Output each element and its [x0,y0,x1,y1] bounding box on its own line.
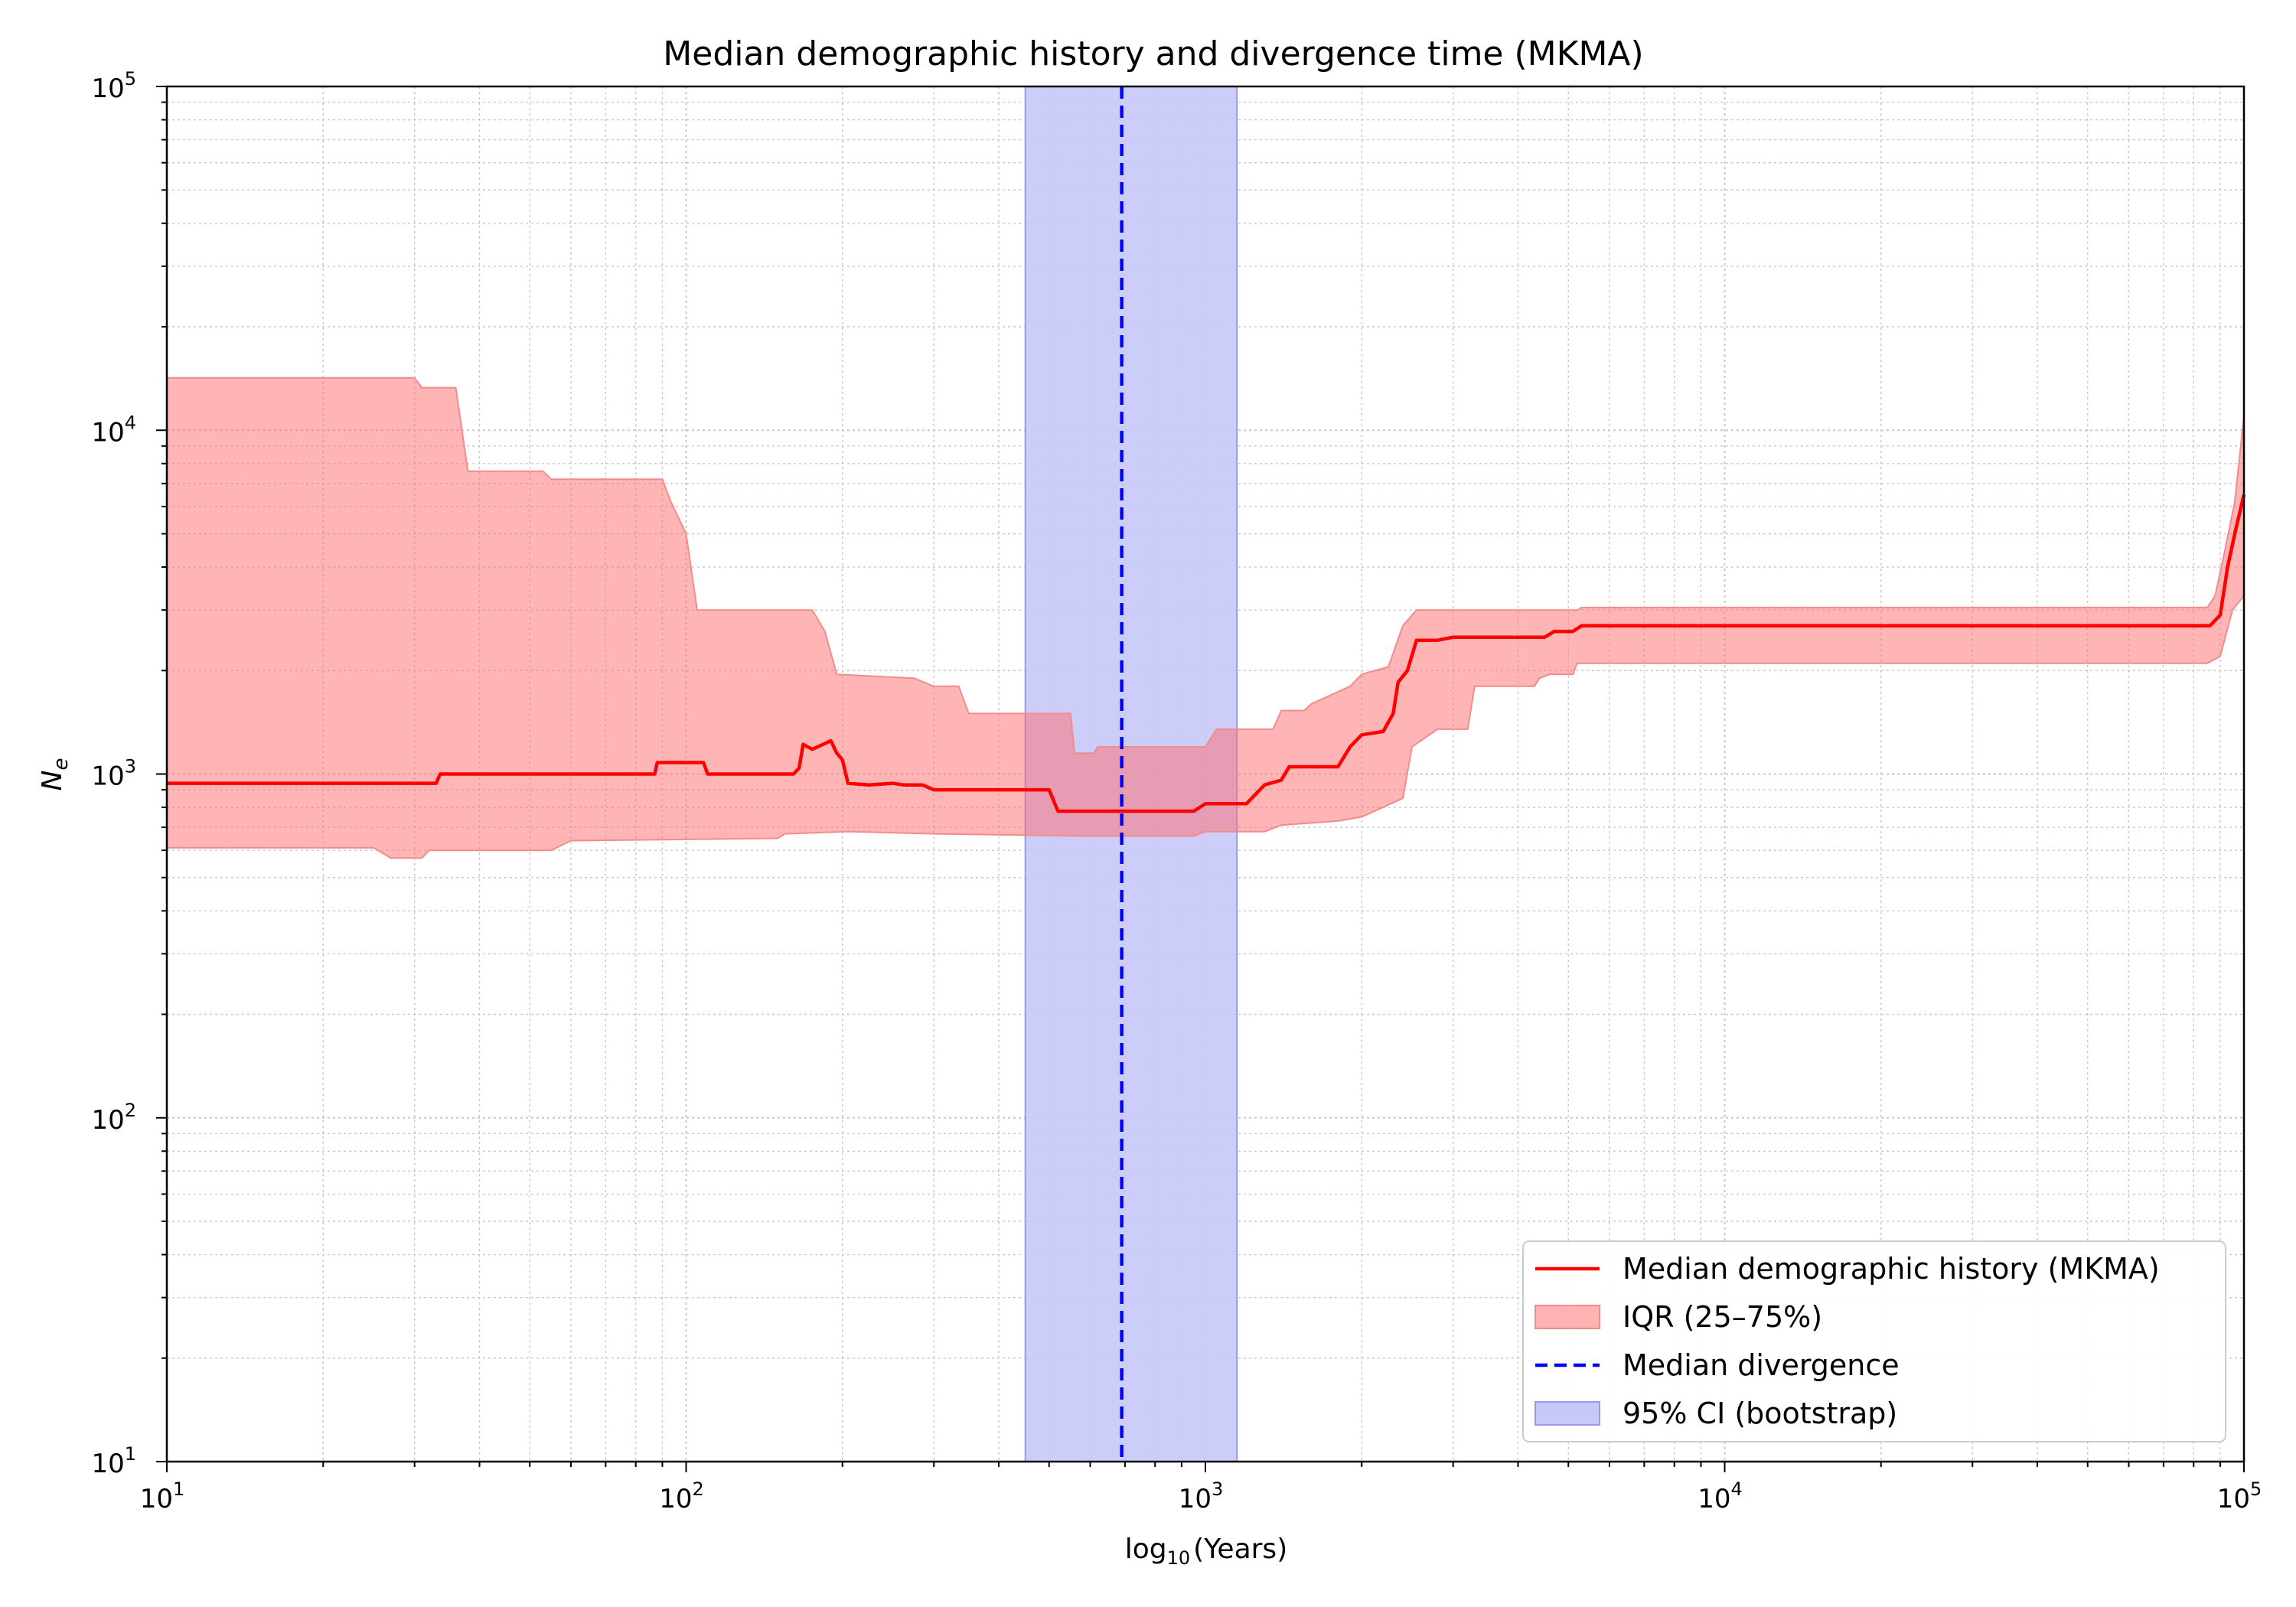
legend-label-iqr: IQR (25–75%) [1623,1300,1822,1334]
x-axis-label-log: log [1125,1534,1167,1565]
chart-title: Median demographic history and divergenc… [663,34,1643,73]
y-axis-label: Ne [37,758,73,791]
x-axis-label: log10 (Years) [1125,1534,1288,1569]
iqr-layer [166,376,2245,859]
y-tick-label: 104 [91,412,136,448]
x-axis-label-rest: (Years) [1193,1534,1287,1565]
x-axis-label-sub: 10 [1167,1547,1191,1569]
ticks-layer: 101 102 103 104 105 101 102 103 104 105 [91,68,2262,1514]
legend-label-divergence: Median divergence [1623,1348,1900,1382]
x-tick-label: 104 [1698,1478,1743,1514]
y-tick-label: 105 [91,68,136,104]
x-tick-label: 101 [140,1478,185,1514]
legend-label-ci: 95% CI (bootstrap) [1623,1397,1897,1430]
y-axis-label-main: N [37,771,68,791]
legend-label-median: Median demographic history (MKMA) [1623,1252,2160,1286]
y-tick-label: 101 [91,1443,136,1479]
median-line [167,494,2246,813]
legend-box [1522,1240,2226,1442]
legend-swatch-iqr [1534,1305,1600,1329]
y-axis-label-sub: e [50,758,73,771]
iqr-band [166,376,2245,859]
y-tick-label: 102 [91,1100,136,1136]
legend: Median demographic history (MKMA) IQR (2… [1522,1240,2226,1442]
median-layer [167,494,2246,813]
x-tick-label: 105 [2217,1478,2262,1514]
y-tick-label: 103 [91,756,136,792]
legend-swatch-ci [1534,1401,1600,1426]
x-tick-label: 103 [1179,1478,1224,1514]
x-tick-label: 102 [659,1478,704,1514]
